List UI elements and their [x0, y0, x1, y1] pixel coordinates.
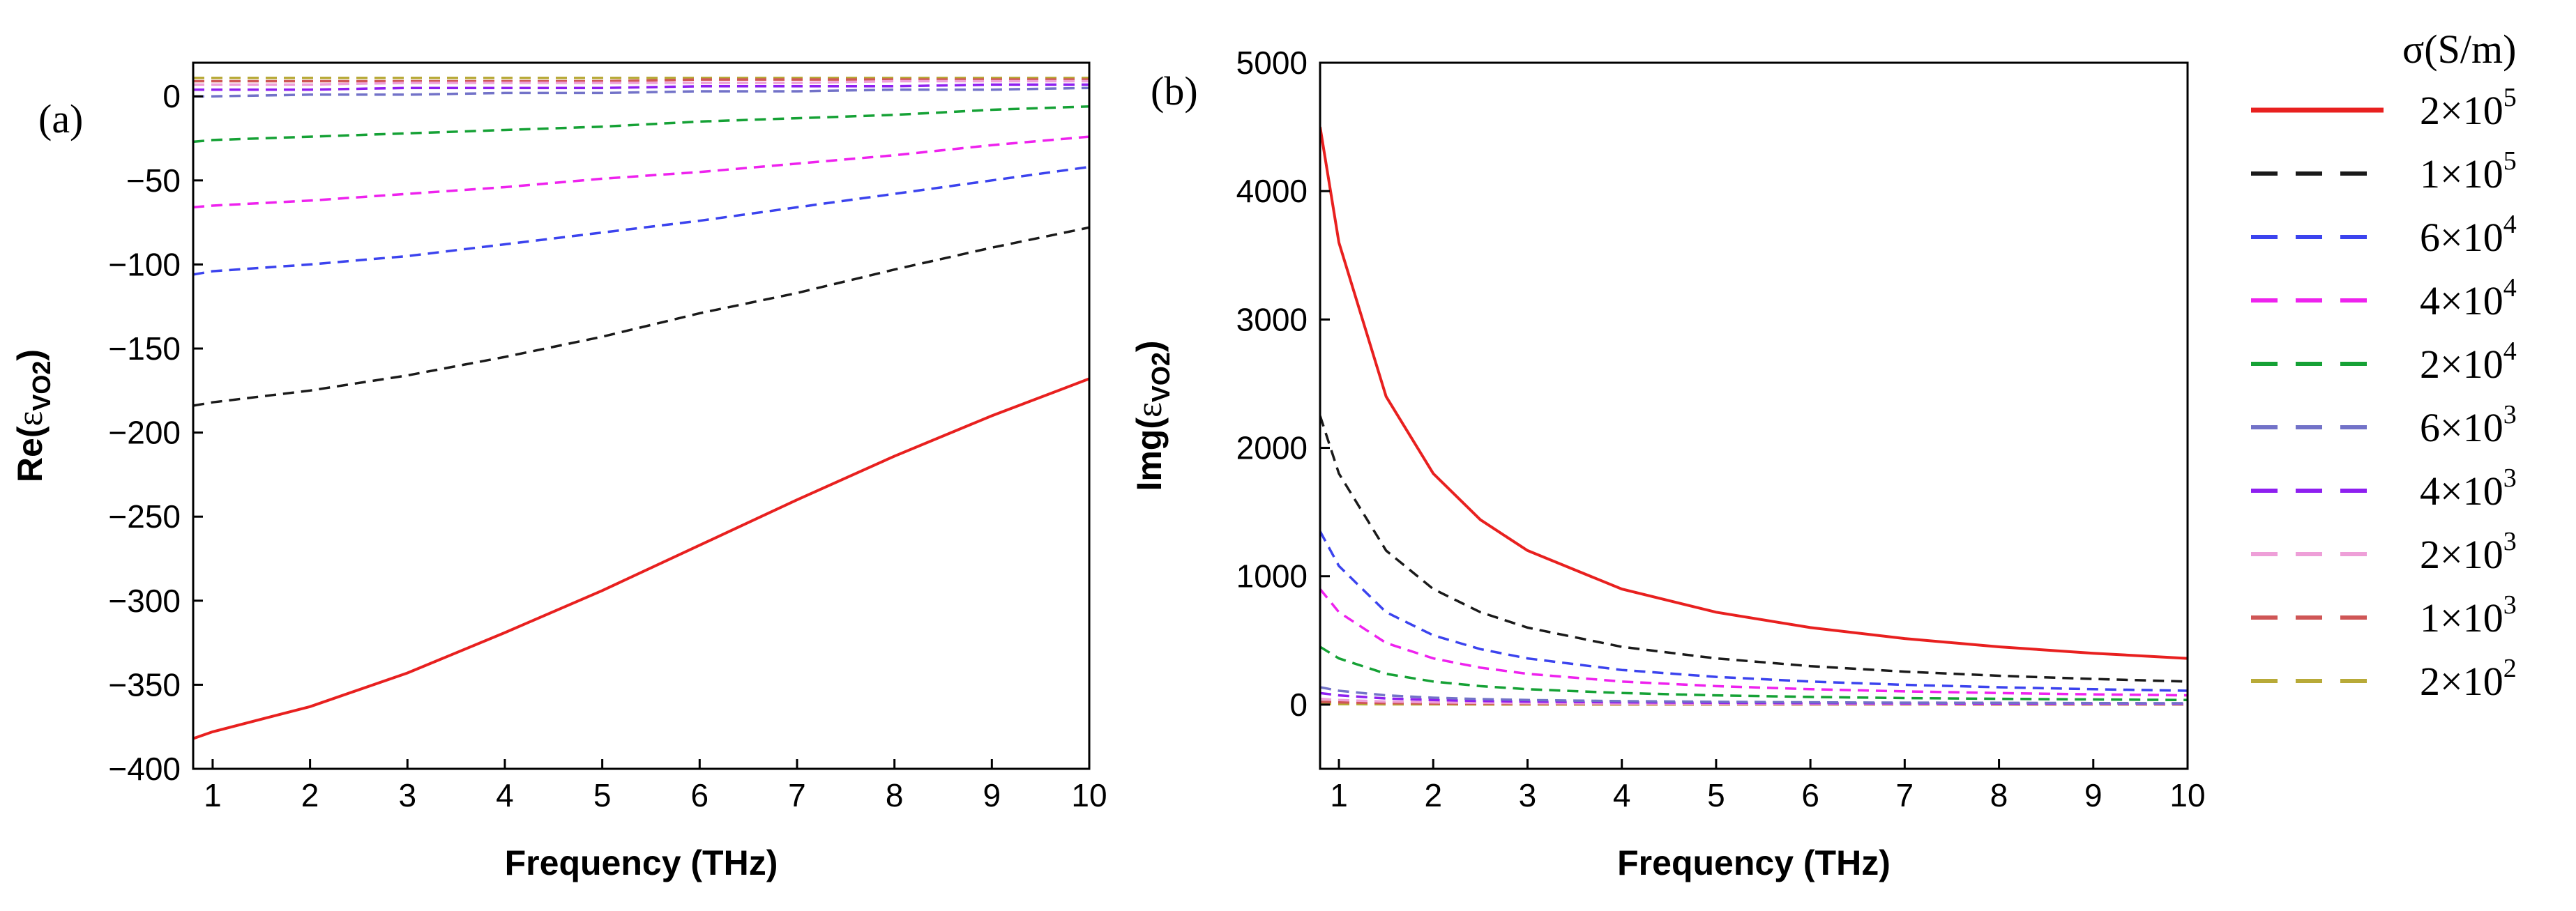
series-line-a-2 — [193, 165, 1089, 276]
series-group-a — [193, 76, 1089, 740]
y-axis-label-b: Img(εVO2) — [1130, 340, 1175, 491]
panel-label-a: (a) — [38, 96, 83, 141]
x-tick-label-b: 7 — [1896, 777, 1914, 813]
x-tick-label-a: 4 — [496, 777, 514, 813]
legend-label-5: 6×103 — [2420, 400, 2517, 450]
series-line-a-8 — [193, 78, 1089, 83]
series-line-a-6 — [193, 83, 1089, 91]
y-tick-label-a: −150 — [108, 330, 181, 367]
x-tick-label-b: 3 — [1519, 777, 1537, 813]
series-line-a-5 — [193, 86, 1089, 98]
series-group-b — [1320, 126, 2188, 706]
legend-label-9: 2×102 — [2420, 654, 2517, 704]
plot-frame-b — [1319, 61, 2189, 770]
legend-label-0: 2×105 — [2420, 83, 2517, 133]
legend-label-4: 2×104 — [2420, 337, 2517, 387]
y-tick-label-a: −50 — [126, 162, 181, 199]
series-line-b-2 — [1320, 530, 2188, 692]
panel-label-b: (b) — [1151, 68, 1198, 114]
legend-title: σ(S/m) — [2402, 26, 2516, 72]
panel-a: 1 2 3 4 5 6 7 8 9 10 0 −50 −100 −150 −200 −250 −300 −350 −… — [10, 61, 1107, 882]
x-tick-label-a: 7 — [788, 777, 806, 813]
x-axis-label-a: Frequency (THz) — [505, 843, 778, 882]
series-line-b-4 — [1320, 645, 2188, 702]
x-tick-label-b: 5 — [1707, 777, 1725, 813]
x-tick-label-a: 2 — [301, 777, 319, 813]
y-tick-label-a: −250 — [108, 498, 181, 535]
series-line-b-1 — [1320, 415, 2188, 683]
legend-label-8: 1×103 — [2420, 590, 2517, 641]
x-tick-label-a: 6 — [691, 777, 709, 813]
x-tick-label-b: 1 — [1330, 777, 1348, 813]
x-tick-label-b: 9 — [2084, 777, 2103, 813]
legend-label-6: 4×103 — [2420, 464, 2517, 514]
legend-label-3: 4×104 — [2420, 273, 2517, 323]
y-tick-label-a: −400 — [108, 751, 181, 787]
y-axis-label-a: Re(εVO2) — [10, 349, 56, 482]
x-tick-label-b: 2 — [1424, 777, 1442, 813]
x-tick-label-a: 10 — [1071, 777, 1107, 813]
x-tick-label-b: 10 — [2169, 777, 2205, 813]
x-tick-label-a: 1 — [204, 777, 222, 813]
series-line-a-3 — [193, 135, 1089, 209]
x-tick-label-b: 8 — [1990, 777, 2008, 813]
y-tick-label-a: −200 — [108, 415, 181, 451]
x-tick-label-a: 3 — [398, 777, 416, 813]
y-tick-label-b: 2000 — [1236, 430, 1308, 466]
y-tick-label-a: −300 — [108, 583, 181, 619]
x-tick-label-a: 8 — [886, 777, 904, 813]
x-tick-label-a: 5 — [593, 777, 612, 813]
y-tick-label-a: −100 — [108, 246, 181, 282]
y-tick-label-b: 0 — [1289, 687, 1308, 723]
plot-frame-a — [192, 61, 1091, 770]
x-tick-label-b: 6 — [1801, 777, 1819, 813]
series-line-a-0 — [193, 377, 1089, 740]
y-tick-label-a: 0 — [162, 78, 181, 114]
x-tick-label-a: 9 — [983, 777, 1001, 813]
y-tick-label-b: 1000 — [1236, 558, 1308, 595]
x-axis-label-b: Frequency (THz) — [1617, 843, 1891, 882]
series-line-a-7 — [193, 79, 1089, 86]
series-line-a-4 — [193, 105, 1089, 144]
legend-label-1: 1×105 — [2420, 146, 2517, 197]
series-line-b-0 — [1320, 126, 2188, 660]
panel-b: 1 2 3 4 5 6 7 8 9 10 0 1000 2000 3000 4000 5000 Frequenc… — [1130, 45, 2206, 882]
y-tick-label-b: 4000 — [1236, 173, 1308, 209]
series-line-a-1 — [193, 226, 1089, 407]
legend: σ(S/m) 2×105 1×105 6×104 4×104 2×104 6×103 4×10… — [2251, 26, 2517, 704]
y-tick-label-b: 3000 — [1236, 301, 1308, 337]
legend-label-2: 6×104 — [2420, 210, 2517, 260]
y-tick-label-b: 5000 — [1236, 45, 1308, 81]
legend-label-7: 2×103 — [2420, 527, 2517, 577]
x-tick-label-b: 4 — [1613, 777, 1631, 813]
series-line-b-5 — [1320, 686, 2188, 705]
y-tick-label-a: −350 — [108, 666, 181, 703]
